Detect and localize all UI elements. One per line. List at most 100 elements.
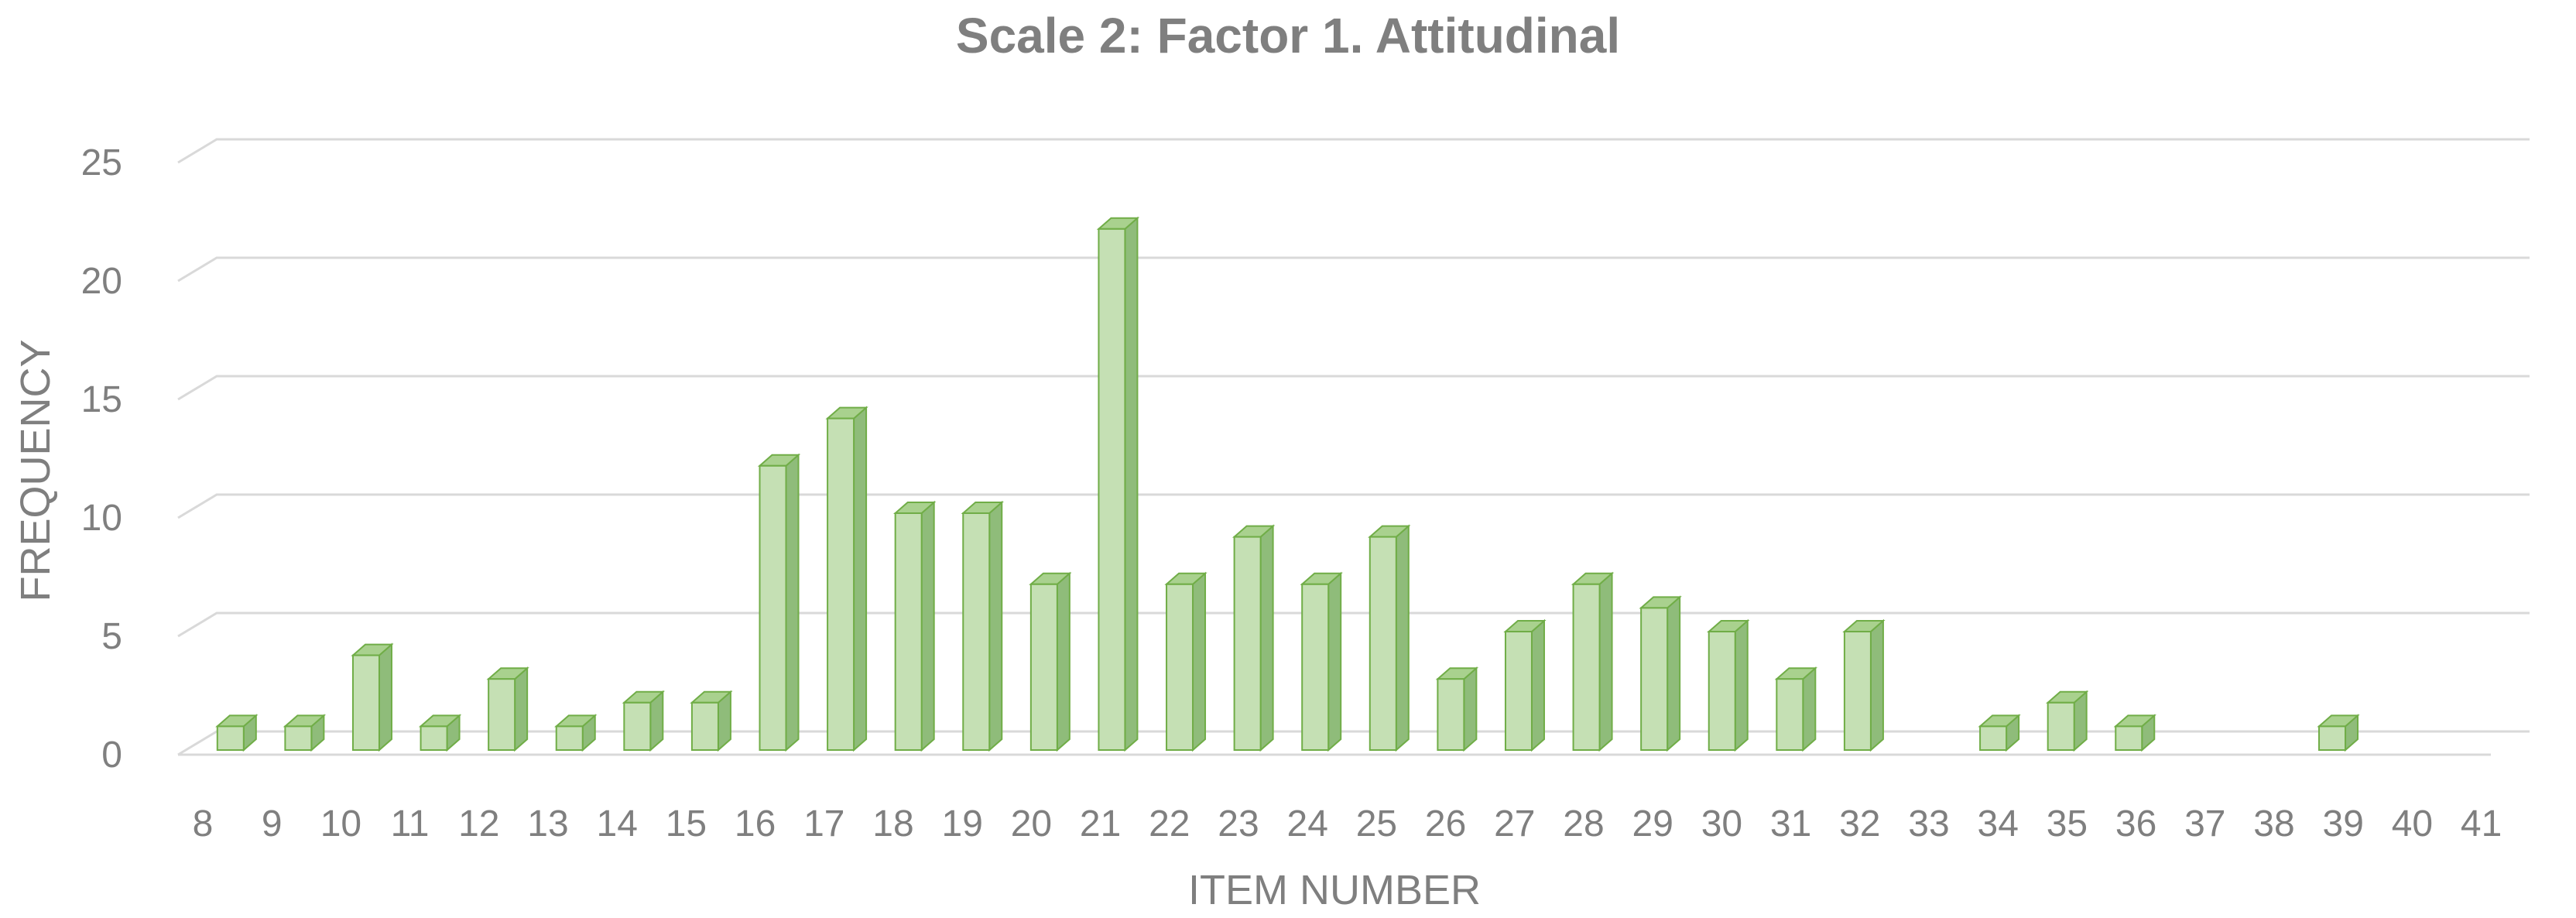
bar-front: [827, 417, 855, 751]
bar: [554, 714, 598, 752]
bar: [893, 500, 937, 752]
bar-side: [1598, 571, 1613, 752]
x-tick-label: 30: [1701, 803, 1742, 844]
x-tick-label: 16: [735, 803, 776, 844]
bar-side: [1124, 216, 1139, 752]
x-tick-label: 28: [1563, 803, 1604, 844]
bar: [1435, 666, 1479, 752]
bar: [351, 642, 394, 752]
bar: [2113, 714, 2156, 752]
x-tick-label: 26: [1425, 803, 1466, 844]
gridline: [177, 375, 2530, 401]
bar: [622, 690, 665, 752]
bar-front: [623, 701, 652, 751]
bar-front: [1572, 583, 1601, 751]
bar-front: [1708, 631, 1736, 751]
y-tick-label: 15: [81, 379, 122, 420]
x-tick-label: 12: [458, 803, 499, 844]
bar-side: [1327, 571, 1342, 752]
x-tick-label: 19: [942, 803, 983, 844]
bar-front: [690, 701, 719, 751]
bar: [1164, 571, 1208, 752]
bar-front: [1776, 678, 1804, 752]
y-tick-label: 5: [101, 616, 122, 657]
bar-front: [1098, 228, 1126, 751]
y-tick-label: 0: [101, 735, 122, 776]
bar-front: [1640, 607, 1669, 752]
bar-front: [2047, 701, 2075, 751]
bar-front: [1301, 583, 1330, 751]
bar-side: [988, 500, 1003, 752]
x-tick-label: 39: [2323, 803, 2364, 844]
x-axis-title: ITEM NUMBER: [1188, 867, 1481, 913]
bar-side: [1192, 571, 1207, 752]
bar: [690, 690, 733, 752]
bar-front: [1233, 536, 1262, 751]
x-tick-label: 10: [320, 803, 361, 844]
bar-front: [1843, 631, 1872, 751]
bar-side: [1667, 595, 1681, 752]
bar-side: [1530, 618, 1545, 752]
bar: [1639, 595, 1682, 752]
bar-front: [1437, 678, 1465, 752]
bar-side: [378, 642, 392, 752]
x-tick-label: 36: [2115, 803, 2156, 844]
bar: [1571, 571, 1615, 752]
y-tick-label: 10: [81, 498, 122, 539]
bar: [757, 453, 801, 752]
x-tick-label: 40: [2392, 803, 2433, 844]
bar-side: [1259, 524, 1274, 752]
y-tick-label: 20: [81, 261, 122, 302]
x-tick-label: 25: [1356, 803, 1397, 844]
bar: [418, 714, 462, 752]
bar: [1029, 571, 1072, 752]
gridline: [177, 611, 2530, 638]
bar: [1231, 524, 1276, 752]
x-tick-label: 33: [1908, 803, 1949, 844]
bar-front: [759, 464, 787, 751]
bar: [215, 714, 259, 752]
bar: [2317, 714, 2360, 752]
bar-side: [853, 406, 868, 752]
gridline: [177, 493, 2530, 519]
bar-front: [420, 725, 448, 752]
y-axis-title: FREQUENCY: [12, 339, 59, 601]
x-tick-label: 24: [1287, 803, 1328, 844]
bar-side: [785, 453, 800, 752]
x-tick-label: 18: [872, 803, 913, 844]
bar: [1503, 618, 1547, 752]
x-tick-label: 32: [1839, 803, 1880, 844]
bar-front: [1979, 725, 2008, 752]
bar: [283, 714, 327, 752]
bar-side: [1869, 618, 1884, 752]
x-tick-label: 23: [1218, 803, 1259, 844]
bar-front: [284, 725, 313, 752]
chart-title: Scale 2: Factor 1. Attitudinal: [956, 8, 1620, 63]
bar-front: [962, 512, 991, 751]
bar: [2046, 690, 2089, 752]
bar-front: [1029, 583, 1058, 751]
bar: [1707, 618, 1750, 752]
bar-front: [1504, 631, 1533, 751]
x-axis-ticks: 8 9 10 11 12 13 14 15 16 17 18 19 20 21 22 23 24 25 26 27 28…: [193, 803, 2502, 844]
bar: [1300, 571, 1343, 752]
gridline: [177, 730, 2530, 756]
bar-side: [1734, 618, 1749, 752]
bar: [1096, 216, 1140, 752]
x-tick-label: 8: [193, 803, 214, 844]
bar-front: [2318, 725, 2347, 752]
y-axis-ticks: 0 5 10 15 20 25: [81, 142, 122, 776]
x-tick-label: 31: [1770, 803, 1811, 844]
x-tick-label: 9: [262, 803, 283, 844]
x-tick-label: 21: [1080, 803, 1121, 844]
bar: [486, 666, 529, 752]
gridline: [177, 256, 2530, 283]
x-tick-label: 15: [666, 803, 707, 844]
bar-front: [1368, 536, 1397, 751]
x-tick-label: 17: [803, 803, 844, 844]
bar: [1774, 666, 1817, 752]
x-tick-label: 27: [1494, 803, 1535, 844]
x-tick-label: 37: [2184, 803, 2225, 844]
bar: [825, 406, 868, 752]
